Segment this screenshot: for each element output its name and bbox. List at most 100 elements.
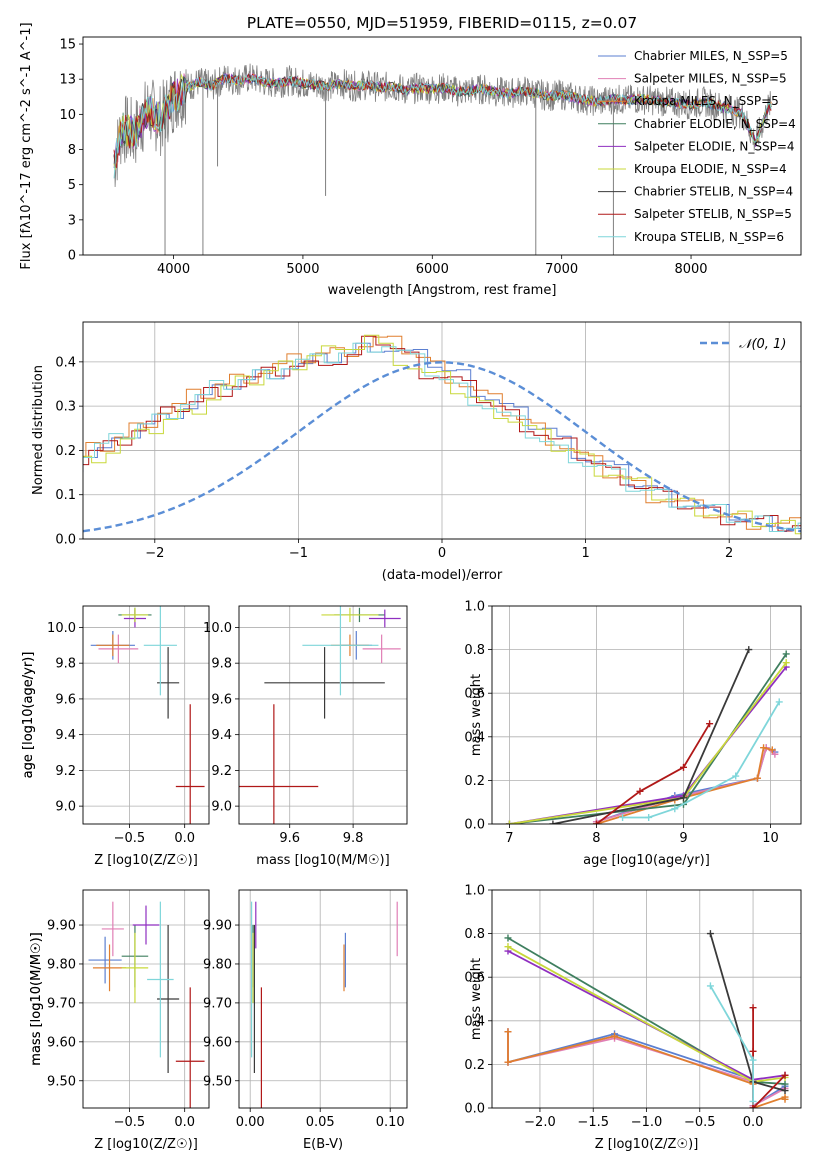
y-tick-label: 0.2	[464, 1058, 485, 1073]
y-axis-label: mass [log10(M/M☉)]	[29, 932, 44, 1065]
y-tick-label: 0.2	[55, 444, 76, 459]
data-point	[636, 787, 644, 795]
y-tick-label: 9.80	[203, 957, 232, 972]
y-tick-label: 9.50	[203, 1074, 232, 1089]
data-point	[749, 1004, 757, 1012]
data-point	[645, 813, 653, 821]
legend-label: Salpeter STELIB, N_SSP=5	[634, 207, 792, 221]
y-tick-label: 9.50	[47, 1074, 76, 1089]
x-tick-label: −1	[289, 546, 308, 561]
y-tick-label: 9.60	[47, 1035, 76, 1050]
x-tick-label: 6000	[416, 262, 449, 277]
x-tick-label: 0.0	[743, 1115, 764, 1130]
y-tick-label: 0	[68, 249, 76, 264]
spectrum-axes: 4000 5000 6000 7000 8000 0 3 5 8 10 13 15	[59, 38, 707, 277]
points	[88, 901, 205, 1108]
axes-frame	[82, 605, 210, 825]
mass_vs_EBV-axes: 0.00 0.05 0.10 9.50 9.60 9.70 9.80 9.90	[203, 890, 407, 1130]
points	[239, 606, 401, 824]
series-line	[595, 723, 711, 824]
y-tick-label: 9.8	[55, 657, 76, 672]
axes-frame	[238, 605, 408, 825]
x-tick-label: 5000	[286, 262, 319, 277]
histogram-step	[83, 342, 801, 532]
x-tick-label: 0.0	[174, 1115, 195, 1130]
x-tick-label: 0.0	[174, 831, 195, 846]
y-tick-label: 1.0	[464, 884, 485, 899]
age_vs_Z-axes: −0.5 0.0 9.0 9.2 9.4 9.6 9.8 10.0	[47, 606, 209, 846]
x-tick-label: 8	[592, 831, 600, 846]
points	[90, 606, 205, 824]
legend-label: Kroupa STELIB, N_SSP=6	[634, 230, 784, 244]
y-tick-label: 9.6	[55, 692, 76, 707]
y-tick-label: 9.70	[203, 996, 232, 1011]
x-axis-label: E(B-V)	[303, 1137, 343, 1152]
y-tick-label: 8	[68, 143, 76, 158]
data-point	[706, 720, 714, 728]
x-tick-label: 0.10	[376, 1115, 405, 1130]
histogram-step	[83, 335, 801, 532]
legend-label: Chabrier MILES, N_SSP=5	[634, 49, 788, 63]
x-tick-label: 7000	[545, 262, 578, 277]
series-lines	[505, 646, 790, 824]
spectrum-lines	[113, 63, 772, 255]
series-line	[709, 985, 754, 1102]
x-axis-label: age [log10(age/yr)]	[583, 853, 710, 868]
data-point	[781, 1071, 789, 1079]
x-tick-label: −0.5	[114, 831, 146, 846]
series-line	[752, 1007, 786, 1108]
histogram-step	[83, 342, 801, 532]
y-tick-label: 0.4	[464, 730, 485, 745]
y-tick-label: 0.8	[464, 927, 485, 942]
x-tick-label: 2	[725, 546, 733, 561]
y-axis-label: Normed distribution	[31, 365, 46, 495]
y-tick-label: 9.90	[203, 919, 232, 934]
data-point	[782, 650, 790, 658]
y-axis-label: Flux [fλ10^-17 erg cm^-2 s^-1 A^-1]	[19, 22, 34, 269]
x-tick-label: 0.05	[306, 1115, 335, 1130]
data-point	[679, 794, 687, 802]
y-tick-label: 9.6	[211, 692, 232, 707]
y-tick-label: 10.0	[47, 621, 76, 636]
y-tick-label: 9.0	[211, 800, 232, 815]
legend-label: Kroupa MILES, N_SSP=5	[634, 94, 779, 108]
data-point	[749, 1097, 757, 1105]
y-tick-label: 3	[68, 213, 76, 228]
data-point	[781, 1095, 789, 1103]
model-spectrum	[113, 73, 772, 179]
data-point	[504, 934, 512, 942]
residuals-axes: −2 −1 0 1 2 0.0 0.1 0.2 0.3 0.4	[55, 322, 801, 561]
histogram-step	[83, 334, 801, 535]
data-point	[749, 1047, 757, 1055]
histograms	[83, 334, 801, 535]
data-point	[753, 774, 761, 782]
x-tick-label: 10	[762, 831, 779, 846]
data-point	[745, 646, 753, 654]
legend-label: Chabrier STELIB, N_SSP=4	[634, 185, 793, 199]
data-point	[706, 982, 714, 990]
x-tick-label: 7	[505, 831, 513, 846]
axes-frame	[491, 605, 802, 825]
y-tick-label: 9.4	[211, 728, 232, 743]
x-axis-label: Z [log10(Z/Z☉)]	[94, 1137, 198, 1152]
series-line	[709, 933, 786, 1092]
y-axis-label: age [log10(age/yr)]	[21, 652, 36, 779]
legend-label: 𝒩(0, 1)	[739, 337, 786, 352]
axes-frame	[82, 36, 802, 256]
x-tick-label: −1.0	[631, 1115, 663, 1130]
data-point	[505, 820, 513, 824]
legend-label: Salpeter ELODIE, N_SSP=4	[634, 139, 795, 153]
data-point	[504, 1028, 512, 1036]
axes-frame	[491, 889, 802, 1109]
x-tick-label: −2	[145, 546, 164, 561]
normal-curve	[83, 361, 801, 533]
legend-label: Salpeter MILES, N_SSP=5	[634, 72, 787, 86]
x-tick-label: 9.6	[279, 831, 300, 846]
x-tick-label: −0.5	[114, 1115, 146, 1130]
y-tick-label: 9.90	[47, 919, 76, 934]
legend-label: Kroupa ELODIE, N_SSP=4	[634, 162, 787, 176]
axes-frame	[238, 889, 408, 1109]
legend-label: Chabrier ELODIE, N_SSP=4	[634, 117, 796, 131]
mass_weight_vs_Z-axes: −2.0 −1.5 −1.0 −0.5 0.0 0.0 0.2 0.4 0.6 0.8 1.0	[464, 884, 801, 1130]
